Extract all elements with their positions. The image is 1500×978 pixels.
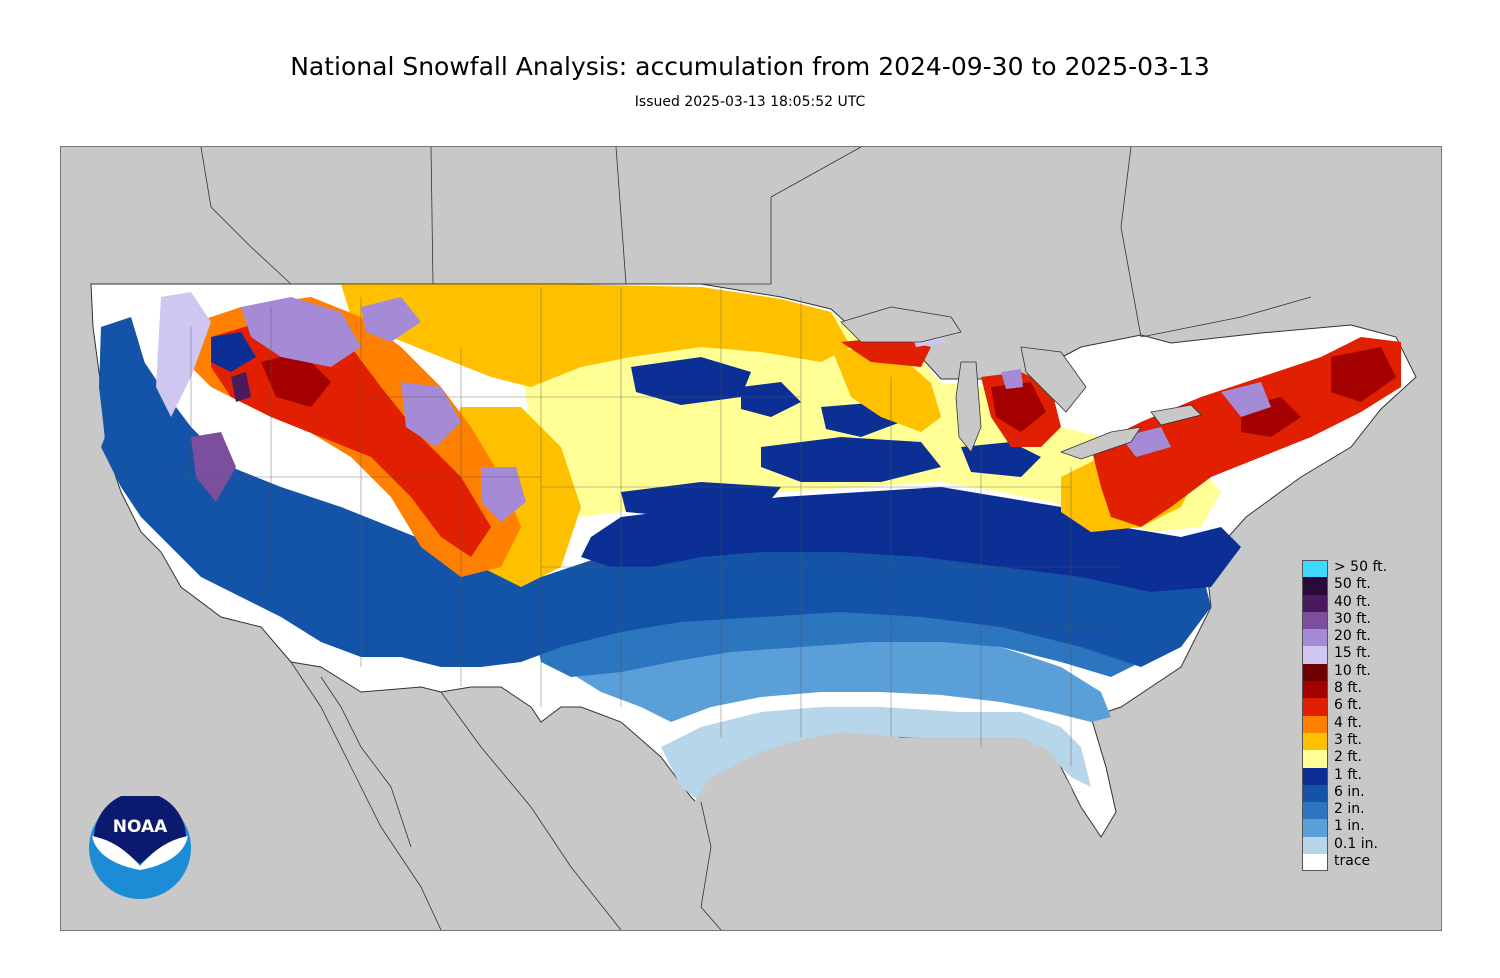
borders: [91, 147, 1312, 930]
legend-label: 3 ft.: [1334, 731, 1362, 748]
legend-swatch: [1302, 594, 1328, 612]
legend-swatch: [1302, 577, 1328, 595]
legend-swatch: [1302, 646, 1328, 664]
lake-ontario: [1150, 404, 1202, 426]
legend-label: > 50 ft.: [1334, 559, 1388, 575]
legend-label: trace: [1334, 853, 1371, 870]
legend-swatch: [1302, 629, 1328, 647]
legend-label: 6 in.: [1334, 783, 1365, 800]
legend-label: 8 ft.: [1334, 680, 1362, 697]
zone-8ft: [261, 352, 331, 407]
legend-label: 6 ft.: [1334, 697, 1362, 714]
legend-item: > 50 ft.: [1302, 559, 1412, 578]
legend-label: 0.1 in.: [1334, 835, 1378, 852]
legend-label: 10 ft.: [1334, 662, 1371, 679]
zone-6in: [101, 357, 1211, 667]
zone-0.1in: [661, 707, 1091, 802]
legend-label: 30 ft.: [1334, 610, 1371, 627]
legend-item: 10 ft.: [1302, 662, 1412, 682]
lake-erie: [1059, 426, 1142, 460]
legend: > 50 ft. 50 ft. 40 ft. 30 ft. 20 ft. 15 ft. 10…: [1302, 559, 1412, 872]
legend-item: 1 in.: [1302, 818, 1412, 837]
legend-item: 6 in.: [1302, 783, 1412, 803]
legend-item: 30 ft.: [1302, 610, 1412, 630]
zone-1ft-blob: [761, 437, 941, 482]
legend-swatch: [1302, 767, 1328, 785]
legend-swatch: [1302, 732, 1328, 751]
zone-6ft: [841, 337, 931, 367]
issued-timestamp: Issued 2025-03-13 18:05:52 UTC: [634, 94, 866, 110]
noaa-logo: NOAA: [88, 792, 192, 900]
zone-20ft: [401, 382, 461, 447]
legend-swatch: [1302, 836, 1328, 855]
legend-label: 4 ft.: [1334, 714, 1362, 731]
legend-item: 1 ft.: [1302, 766, 1412, 785]
legend-label: 20 ft.: [1334, 628, 1371, 645]
legend-item: 6 ft.: [1302, 697, 1412, 716]
legend-item: 4 ft.: [1302, 714, 1412, 733]
zone-30ft: [191, 432, 236, 502]
zone-1ft-interior: [211, 332, 256, 372]
legend-item: 2 in.: [1302, 801, 1412, 820]
zone-15ft: [156, 292, 211, 417]
legend-swatch: [1302, 698, 1328, 716]
legend-item: 0.1 in.: [1302, 835, 1412, 855]
legend-swatch: [1302, 750, 1328, 768]
legend-label: 2 in.: [1334, 801, 1365, 818]
legend-item: 15 ft.: [1302, 645, 1412, 664]
gulf-of-mexico: [661, 735, 1091, 930]
legend-item: 50 ft.: [1302, 576, 1412, 595]
zone-8ft: [1331, 347, 1396, 402]
legend-label: 2 ft.: [1334, 749, 1362, 766]
snowfall-map: [60, 146, 1442, 931]
legend-swatch: [1302, 663, 1328, 682]
zone-6in-coast: [99, 317, 146, 487]
zone-8ft: [991, 382, 1046, 432]
zone-20ft: [361, 297, 421, 342]
noaa-logo-icon: NOAA: [89, 792, 191, 899]
legend-item: 8 ft.: [1302, 680, 1412, 699]
zone-40ft: [231, 372, 251, 402]
legend-label: 1 ft.: [1334, 766, 1362, 783]
legend-item: trace: [1302, 853, 1412, 872]
lake-michigan: [955, 361, 982, 453]
zone-3ft: [341, 284, 851, 387]
zone-20ft: [1221, 382, 1271, 417]
zone-20ft: [481, 467, 526, 522]
zone-20ft: [1001, 369, 1023, 389]
legend-label: 15 ft.: [1334, 645, 1371, 662]
legend-label: 1 in.: [1334, 818, 1365, 835]
legend-swatch: [1302, 715, 1328, 733]
lake-huron: [1020, 346, 1087, 413]
state-lines: [161, 287, 1121, 767]
legend-item: 2 ft.: [1302, 749, 1412, 768]
legend-swatch: [1302, 802, 1328, 820]
legend-item: 40 ft.: [1302, 593, 1412, 612]
legend-swatch: [1302, 560, 1328, 578]
legend-label: 50 ft.: [1334, 576, 1371, 593]
map-canvas: [61, 147, 1441, 930]
zone-3ft: [831, 347, 941, 432]
legend-item: 20 ft.: [1302, 628, 1412, 647]
legend-item: 3 ft.: [1302, 731, 1412, 751]
legend-label: 40 ft.: [1334, 593, 1371, 610]
lake-superior: [840, 306, 962, 343]
legend-swatch: [1302, 854, 1328, 872]
zone-1ft-blob: [621, 482, 781, 517]
zone-1ft-blob: [741, 382, 801, 417]
legend-swatch: [1302, 784, 1328, 803]
legend-swatch: [1302, 681, 1328, 699]
legend-swatch: [1302, 611, 1328, 630]
legend-swatch: [1302, 819, 1328, 837]
noaa-logo-text: NOAA: [113, 817, 168, 837]
map-title: National Snowfall Analysis: accumulation…: [290, 52, 1210, 81]
